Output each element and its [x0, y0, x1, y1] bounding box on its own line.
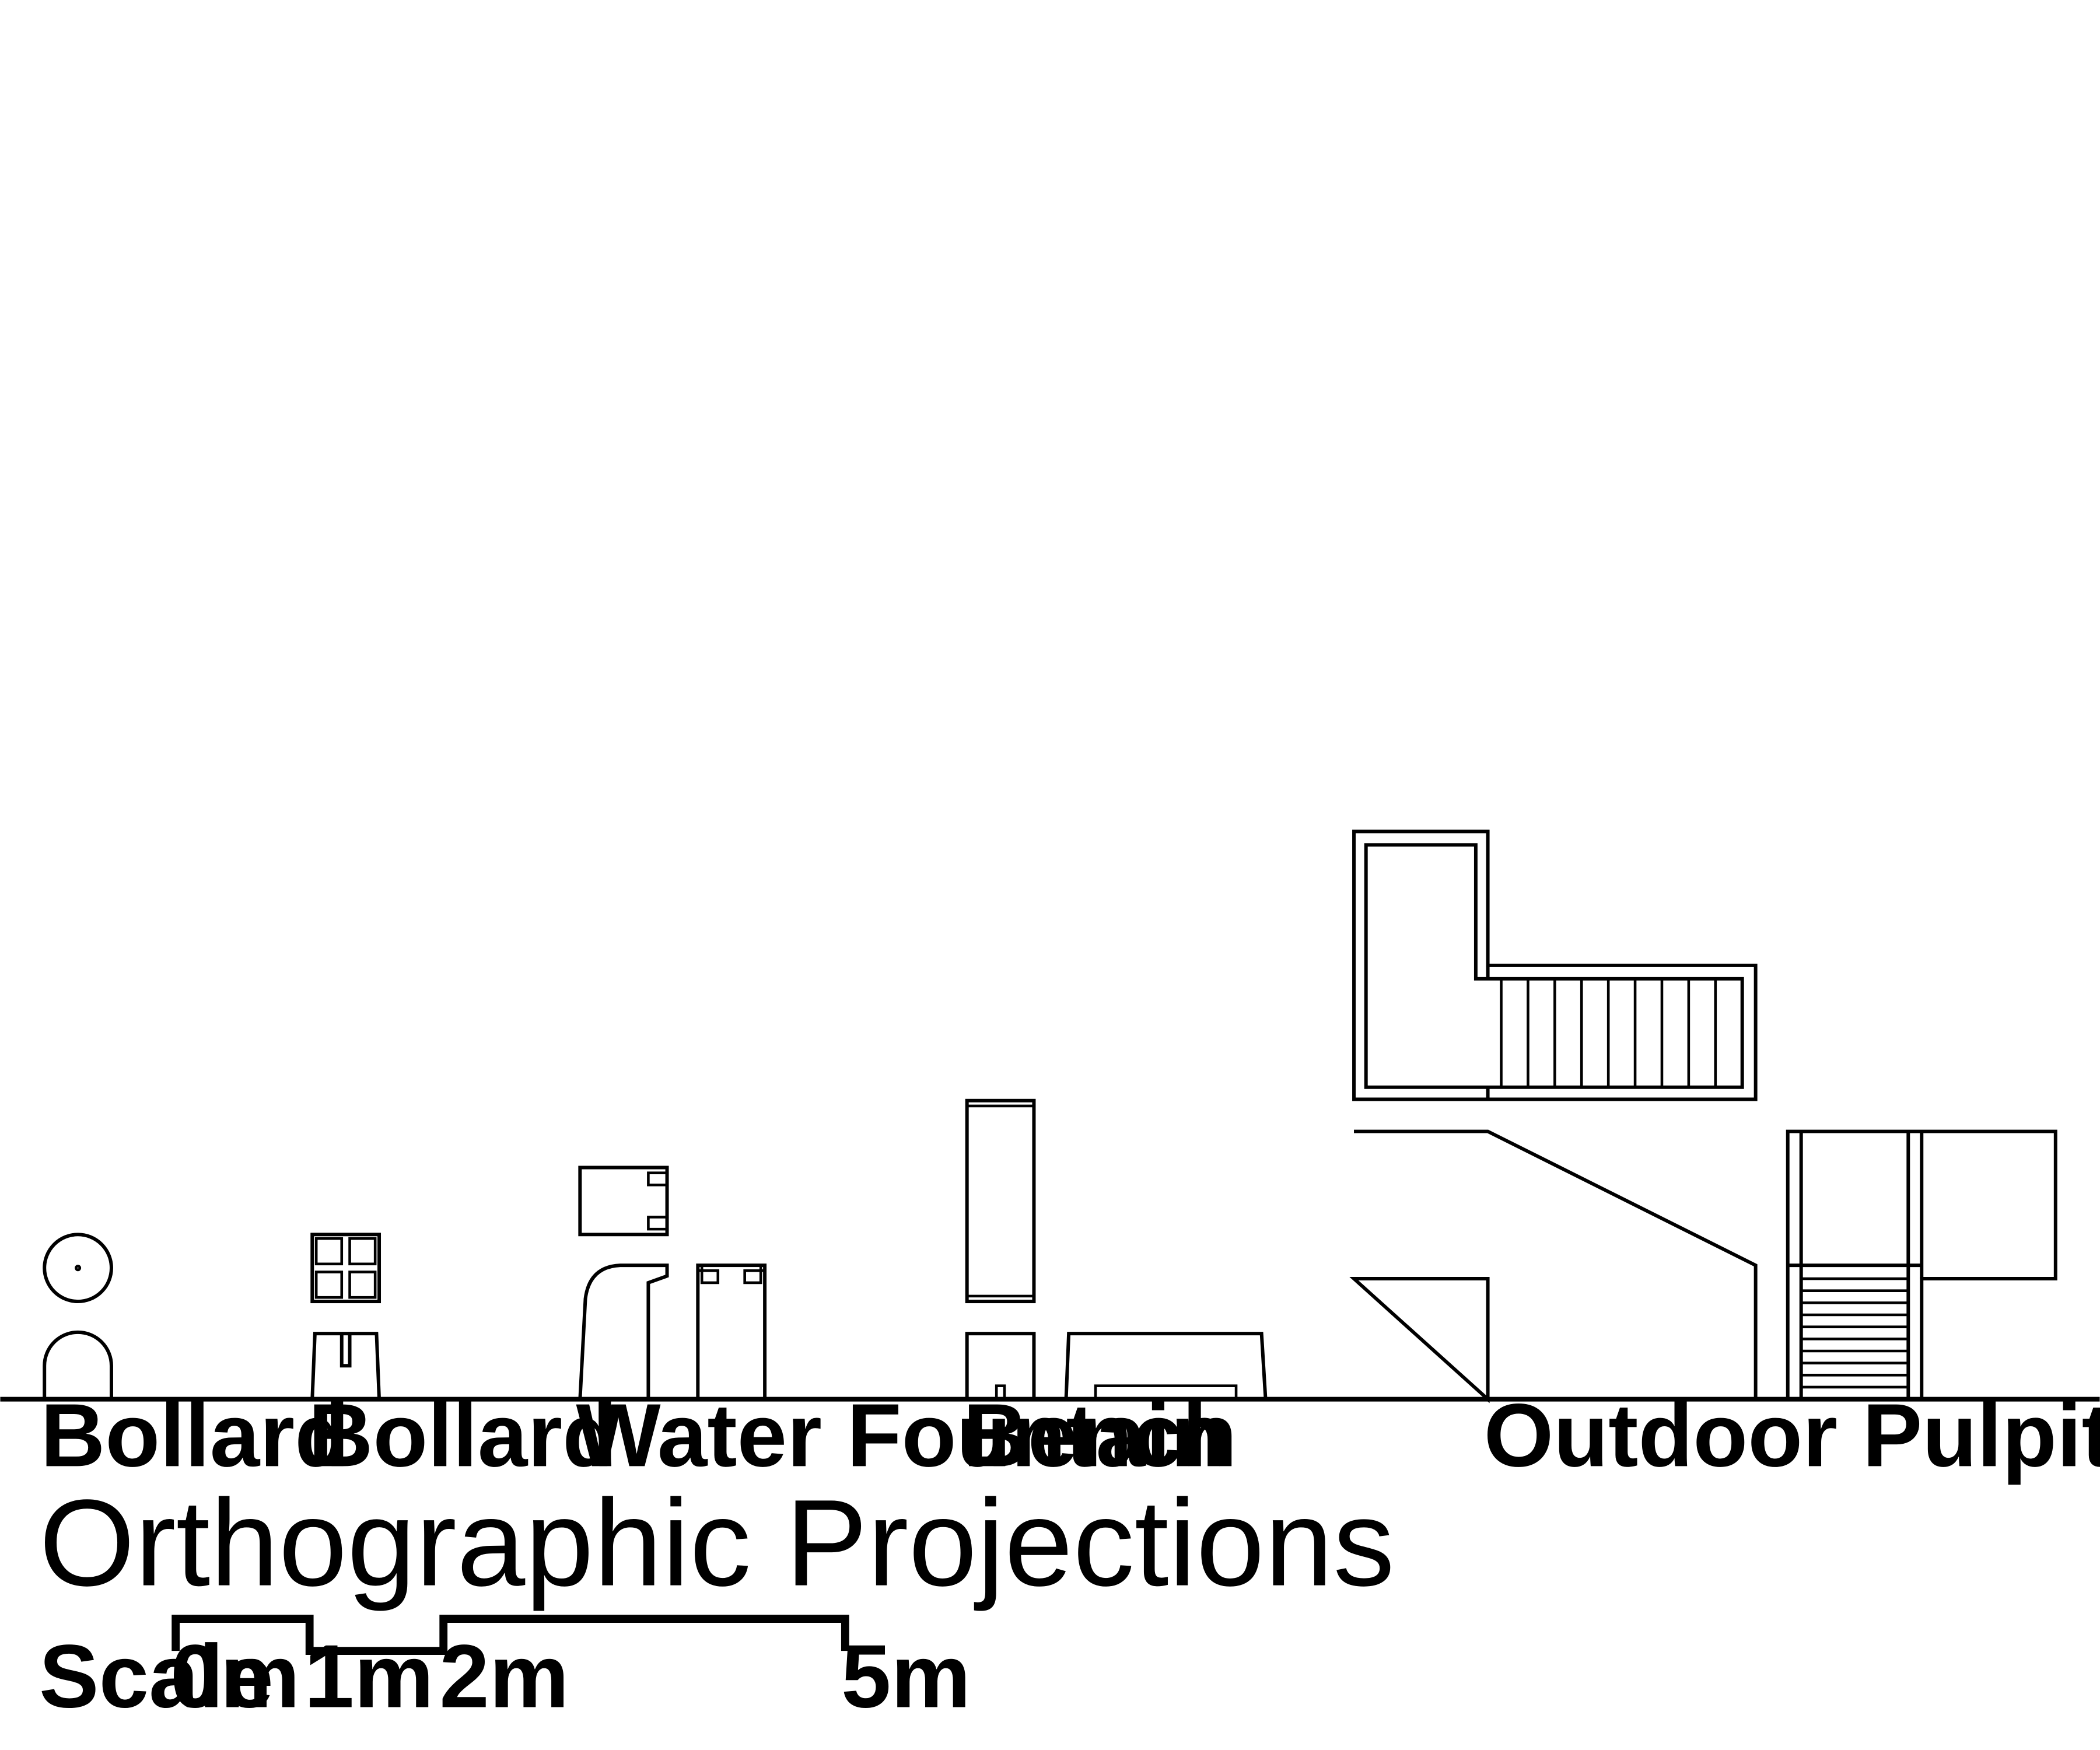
scale-bar-line	[172, 1615, 849, 1656]
bollard-round-plan	[43, 1233, 113, 1304]
label-bench: Bench	[963, 1385, 1237, 1485]
bollard-square-plan-cell	[314, 1270, 344, 1299]
outdoor-pulpit-front-elevation	[1786, 1129, 2057, 1399]
outdoor-pulpit	[1349, 830, 2057, 1404]
water-fountain-plan	[578, 1166, 669, 1237]
scale-label: Scale	[39, 1626, 274, 1727]
outdoor-pulpit-plan	[1352, 830, 1758, 1101]
label-outdoor-pulpit: Outdoor Pulpit	[1484, 1385, 2100, 1485]
water-fountain	[578, 1166, 767, 1401]
water-fountain-plan-notch	[647, 1216, 667, 1231]
water-fountain-front-elevation	[696, 1264, 767, 1401]
bollard-square-elevation	[310, 1332, 382, 1399]
bollard-round-plan-center	[75, 1265, 82, 1272]
outdoor-pulpit-side-elevation	[1349, 1129, 1758, 1404]
bench-side-elevation	[1064, 1332, 1268, 1399]
diagram-title: Orthographic Projections	[39, 1474, 1395, 1612]
label-water-fountain: Water Fountain	[576, 1385, 1225, 1485]
scale-tick-0: 0m	[170, 1626, 300, 1727]
bollard-square-plan-cell	[348, 1270, 377, 1299]
scale-tick-2: 2m	[439, 1626, 569, 1727]
bollard-square	[310, 1233, 382, 1399]
bench-plan	[965, 1098, 1036, 1304]
bench-end-foot	[995, 1384, 1006, 1401]
label-bollard-2: Bollard	[308, 1385, 617, 1485]
water-fountain-front-nozzle	[698, 1265, 720, 1284]
scale-bar: Scale 0m 1m 2m 5m	[39, 1615, 971, 1727]
scale-tick-1: 1m	[304, 1626, 433, 1727]
bollard-round-elevation	[43, 1330, 113, 1399]
bollard-square-plan	[310, 1233, 382, 1304]
bench	[965, 1098, 1268, 1401]
bollard-round	[43, 1233, 113, 1399]
bollard-square-plan-cell	[348, 1237, 377, 1266]
water-fountain-plan-notch	[647, 1171, 667, 1186]
label-bollard-1: Bollard	[40, 1385, 349, 1485]
water-fountain-side-elevation	[578, 1264, 669, 1399]
bollard-square-elevation-slot	[340, 1334, 352, 1368]
bench-side-recess	[1094, 1384, 1238, 1401]
scale-tick-5: 5m	[841, 1626, 971, 1727]
water-fountain-front-nozzle	[743, 1265, 765, 1284]
bollard-square-plan-cell	[314, 1237, 344, 1266]
